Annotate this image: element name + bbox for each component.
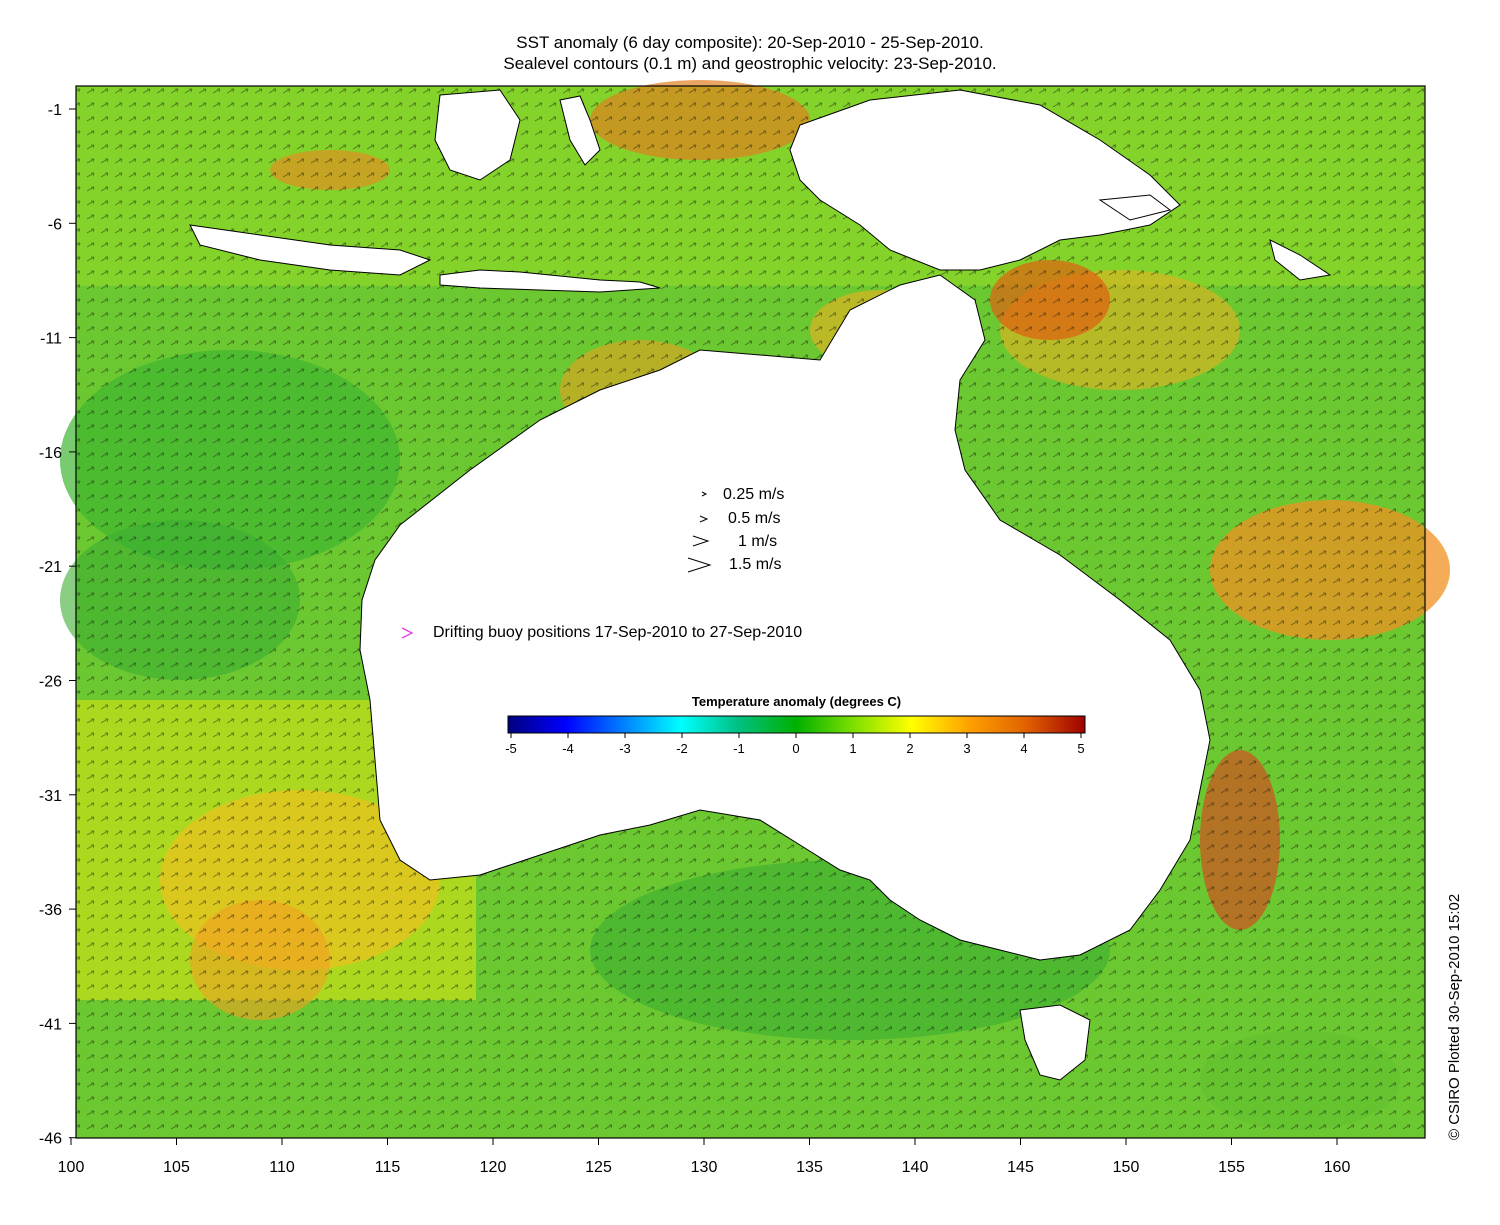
y-tick-label: -1	[48, 102, 62, 119]
australia-landmass	[359, 274, 1211, 961]
y-tick-label: -26	[39, 674, 62, 691]
map-title-line1: SST anomaly (6 day composite): 20-Sep-20…	[516, 33, 984, 52]
new-britain-island	[1098, 194, 1172, 221]
y-tick-label: -31	[39, 788, 62, 805]
velocity-arrow-15	[687, 557, 712, 573]
velocity-legend-arrows	[687, 491, 712, 573]
velocity-arrow-1	[692, 535, 710, 547]
colorbar-tick-label: 3	[963, 741, 970, 756]
x-tick-label: 110	[269, 1159, 295, 1176]
colorbar-tick-label: 0	[792, 741, 799, 756]
x-tick-label: 140	[902, 1159, 929, 1176]
x-tick-label: 120	[480, 1159, 507, 1176]
ocean-sst-field	[60, 80, 1450, 1138]
velocity-label-1: 1 m/s	[738, 533, 778, 550]
colorbar-tick-label: -4	[562, 741, 574, 756]
colorbar-tick-label: 4	[1020, 741, 1027, 756]
map-title-line2: Sealevel contours (0.1 m) and geostrophi…	[503, 54, 997, 73]
colorbar-tick-label: 2	[906, 741, 913, 756]
y-tick-label: -41	[39, 1016, 62, 1033]
new-guinea-landmass	[789, 89, 1181, 271]
credit-text: © CSIRO Plotted 30-Sep-2010 15:02	[1446, 893, 1463, 1140]
x-axis: 100 105 110 115 120 125 130 135 140 145 150 155 160	[58, 1138, 1351, 1176]
lesser-sunda-islands	[439, 269, 661, 293]
velocity-arrow-025	[701, 491, 708, 497]
colorbar-title: Temperature anomaly (degrees C)	[691, 694, 902, 709]
colorbar-gradient	[507, 715, 1086, 734]
y-tick-label: -36	[39, 902, 62, 919]
tasmania-landmass	[1019, 1004, 1091, 1081]
velocity-label-15: 1.5 m/s	[729, 556, 782, 573]
x-tick-label: 145	[1007, 1159, 1034, 1176]
y-tick-label: -11	[40, 331, 62, 348]
colorbar-tick-label: -5	[505, 741, 517, 756]
velocity-arrow-05	[699, 515, 709, 523]
colorbar-tick-label: 5	[1077, 741, 1084, 756]
x-tick-label: 125	[585, 1159, 612, 1176]
x-tick-label: 130	[691, 1159, 718, 1176]
y-tick-label: -6	[48, 216, 62, 233]
velocity-label-05: 0.5 m/s	[728, 510, 781, 527]
x-tick-label: 105	[163, 1159, 190, 1176]
x-tick-label: 155	[1218, 1159, 1245, 1176]
colorbar-tick-label: -1	[733, 741, 745, 756]
y-axis: -1 -6 -11 -16 -21 -26 -31 -36 -41 -46	[39, 102, 76, 1148]
x-tick-label: 160	[1324, 1159, 1351, 1176]
colorbar: -5 -4 -3 -2 -1 0 1 2 3 4 5	[505, 715, 1086, 756]
y-tick-label: -46	[39, 1131, 62, 1148]
x-tick-label: 135	[796, 1159, 823, 1176]
y-tick-label: -21	[39, 559, 62, 576]
land-masses	[189, 89, 1332, 1081]
borneo-landmass	[434, 89, 521, 181]
x-tick-label: 115	[375, 1159, 401, 1176]
map-frame	[75, 85, 1426, 1139]
colorbar-tick-label: 1	[849, 741, 856, 756]
java-landmass	[189, 224, 432, 276]
sulawesi-landmass	[559, 95, 601, 166]
solomon-islands	[1269, 239, 1332, 281]
y-tick-label: -16	[39, 445, 62, 462]
colorbar-tick-label: -3	[619, 741, 631, 756]
x-tick-label: 150	[1113, 1159, 1140, 1176]
velocity-label-025: 0.25 m/s	[723, 486, 785, 503]
x-tick-label: 100	[58, 1159, 85, 1176]
buoy-legend-label: Drifting buoy positions 17-Sep-2010 to 2…	[433, 624, 803, 641]
buoy-legend-marker	[401, 627, 414, 639]
colorbar-tick-label: -2	[676, 741, 688, 756]
